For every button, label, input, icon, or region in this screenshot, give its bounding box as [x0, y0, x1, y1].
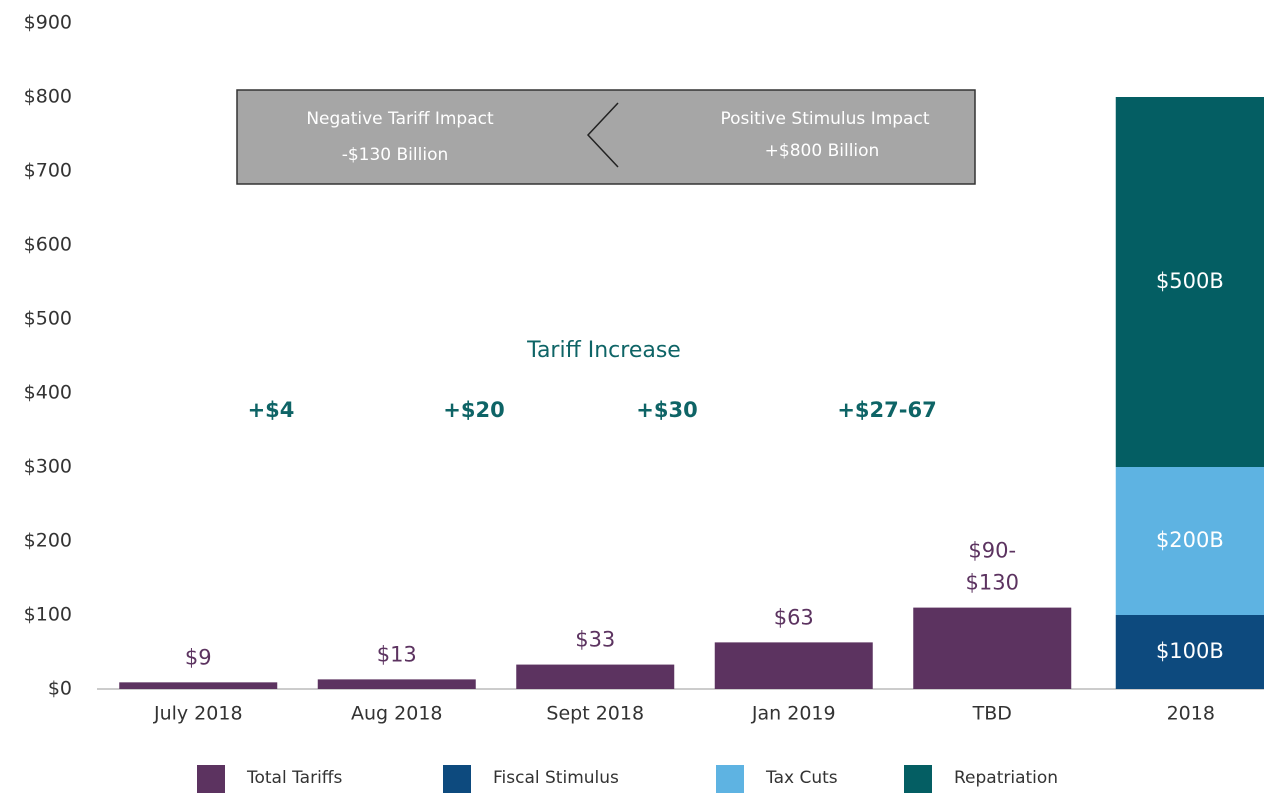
value-label: $63	[774, 605, 814, 629]
x-tick-label: Jan 2019	[751, 703, 836, 725]
y-tick-label: $200	[24, 530, 72, 552]
bar	[119, 682, 278, 689]
legend-swatch	[443, 765, 471, 793]
y-tick-label: $0	[48, 678, 72, 700]
y-tick-label: $900	[24, 12, 72, 34]
bar	[1115, 615, 1264, 689]
x-tick-label: July 2018	[153, 703, 243, 725]
comparison-chevron	[586, 102, 619, 168]
x-tick-label: 2018	[1167, 703, 1215, 725]
legend-swatch	[716, 765, 744, 793]
value-label: $90-$130	[966, 539, 1019, 595]
increase-label: +$20	[443, 398, 504, 422]
value-label: $13	[377, 642, 417, 666]
bar	[913, 607, 1072, 689]
impact-right-title: Positive Stimulus Impact	[720, 109, 929, 129]
value-label: $9	[185, 645, 212, 669]
impact-right-value: +$800 Billion	[765, 141, 880, 161]
y-tick-label: $500	[24, 308, 72, 330]
bar	[1115, 97, 1264, 467]
bar	[317, 679, 476, 689]
bar	[516, 664, 675, 689]
y-tick-label: $700	[24, 160, 72, 182]
x-tick-label: Aug 2018	[351, 703, 443, 725]
legend-label: Total Tariffs	[246, 768, 343, 788]
increase-label: +$27-67	[837, 398, 936, 422]
value-label: $200B	[1156, 528, 1224, 552]
legend-label: Repatriation	[954, 768, 1058, 788]
legend-swatch	[197, 765, 225, 793]
legend-label: Tax Cuts	[765, 768, 838, 788]
y-tick-label: $800	[24, 86, 72, 108]
increase-title: Tariff Increase	[526, 338, 681, 363]
y-tick-label: $600	[24, 234, 72, 256]
increase-label: +$4	[248, 398, 295, 422]
legend-swatch	[904, 765, 932, 793]
value-label: $100B	[1156, 639, 1224, 663]
y-tick-label: $300	[24, 456, 72, 478]
value-label: $33	[575, 628, 615, 652]
y-tick-label: $100	[24, 604, 72, 626]
increase-label: +$30	[636, 398, 697, 422]
bar	[1115, 467, 1264, 615]
impact-left-title: Negative Tariff Impact	[306, 109, 494, 129]
x-tick-label: TBD	[972, 703, 1012, 725]
y-tick-label: $400	[24, 382, 72, 404]
legend-label: Fiscal Stimulus	[493, 768, 619, 788]
impact-left-value: -$130 Billion	[342, 145, 449, 165]
value-label: $500B	[1156, 269, 1224, 293]
bar	[714, 642, 873, 689]
impact-box	[236, 89, 976, 185]
x-tick-label: Sept 2018	[546, 703, 644, 725]
